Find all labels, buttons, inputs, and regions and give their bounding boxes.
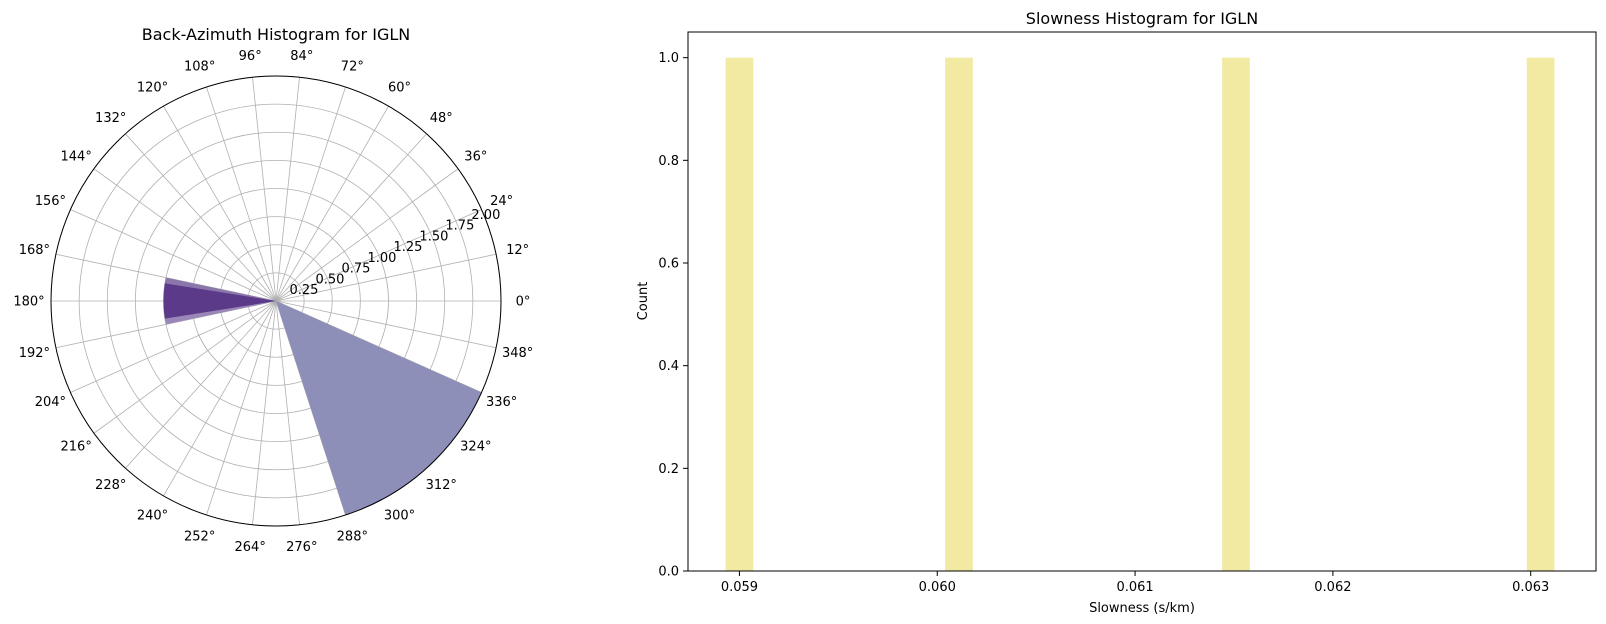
polar-radial-label: 1.50	[419, 229, 448, 244]
histogram-frame	[687, 31, 1597, 572]
polar-theta-label: 324°	[460, 440, 491, 455]
polar-grid-spoke	[252, 77, 277, 302]
polar-grid-spoke	[93, 300, 277, 434]
polar-grid-spoke	[275, 133, 427, 302]
polar-theta-label: 132°	[95, 111, 126, 126]
polar-theta-label: 84°	[290, 49, 313, 64]
polar-theta-label: 300°	[384, 508, 415, 523]
histogram-y-tick-label: 1.0	[658, 51, 679, 66]
polar-radial-label: 0.25	[290, 283, 319, 298]
polar-radial-label: 0.75	[341, 262, 370, 277]
histogram-y-tick-label: 0.8	[658, 154, 679, 169]
polar-grid-spoke	[275, 105, 389, 302]
polar-theta-label: 204°	[35, 395, 66, 410]
polar-grid-spoke	[93, 168, 277, 302]
polar-grid-spoke	[70, 209, 277, 302]
histogram-bar-3	[1526, 57, 1555, 571]
polar-theta-label: 120°	[137, 81, 168, 96]
histogram-y-tick-label: 0.6	[658, 257, 679, 272]
histogram-bar-1	[945, 57, 973, 571]
polar-theta-labels: 0° 12° 24° 36° 48° 60° 72° 84° 96° 108° 120° 132° 14…	[13, 49, 533, 555]
histogram-bars	[725, 57, 1555, 571]
polar-bars	[163, 277, 482, 515]
polar-theta-label: 336°	[486, 395, 517, 410]
polar-grid-spoke	[206, 86, 277, 302]
polar-radial-labels: 0.250.500.751.001.251.501.752.00	[290, 208, 501, 298]
polar-theta-label: 252°	[184, 529, 215, 544]
polar-theta-label: 180°	[13, 295, 44, 310]
polar-theta-label: 228°	[95, 478, 126, 493]
histogram-title: Slowness Histogram for IGLN	[1026, 9, 1258, 28]
polar-grid-spoke	[275, 77, 300, 302]
polar-radial-label: 1.25	[393, 240, 422, 255]
polar-radial-label: 2.00	[471, 208, 500, 223]
histogram-y-tick-label: 0.4	[658, 359, 679, 374]
polar-theta-label: 288°	[337, 529, 368, 544]
polar-radial-label: 1.00	[367, 251, 396, 266]
histogram-x-tick-label: 0.062	[1314, 580, 1351, 595]
polar-grid-spoke	[206, 300, 277, 516]
polar-theta-label: 60°	[388, 81, 411, 96]
histogram-bar-2	[1222, 57, 1250, 571]
polar-theta-label: 36°	[464, 149, 487, 164]
histogram-x-tick-label: 0.060	[919, 580, 956, 595]
polar-theta-label: 348°	[502, 346, 533, 361]
histogram-x-label: Slowness (s/km)	[1089, 601, 1195, 616]
polar-grid-spoke	[163, 105, 277, 302]
polar-grid-spoke	[163, 300, 277, 497]
polar-theta-label: 12°	[506, 243, 529, 258]
polar-theta-label: 276°	[286, 540, 317, 555]
polar-theta-label: 264°	[235, 540, 266, 555]
polar-grid-spoke	[125, 133, 277, 302]
polar-grid-spoke	[275, 209, 482, 302]
polar-theta-label: 108°	[184, 60, 215, 75]
polar-grid-spoke	[275, 300, 300, 525]
polar-theta-label: 48°	[430, 111, 453, 126]
histogram-y-tick-label: 0.0	[658, 565, 679, 580]
polar-theta-label: 240°	[137, 508, 168, 523]
polar-grid-spoke	[252, 300, 277, 525]
polar-frame	[50, 75, 502, 527]
polar-theta-label: 144°	[61, 149, 92, 164]
polar-theta-label: 0°	[516, 295, 531, 310]
polar-chart: Back-Azimuth Histogram for IGLN 0° 12° 24°…	[13, 25, 533, 555]
polar-grid-spoke	[275, 253, 497, 302]
polar-theta-label: 24°	[490, 194, 513, 209]
slowness-histogram: Slowness Histogram for IGLN 0.059 0.060 0.…	[636, 9, 1597, 616]
polar-chart-title: Back-Azimuth Histogram for IGLN	[142, 25, 410, 44]
polar-theta-label: 156°	[35, 194, 66, 209]
histogram-x-ticks: 0.059 0.060 0.061 0.062 0.063	[721, 571, 1549, 595]
polar-bar-2	[163, 283, 276, 319]
histogram-x-tick-label: 0.059	[721, 580, 758, 595]
polar-grid-spoke	[275, 86, 346, 302]
polar-grid-spoke	[125, 300, 277, 469]
histogram-x-tick-label: 0.063	[1512, 580, 1549, 595]
polar-grid-spoke	[275, 168, 459, 302]
histogram-y-tick-label: 0.2	[658, 462, 679, 477]
polar-theta-label: 192°	[19, 346, 50, 361]
histogram-y-label: Count	[636, 282, 651, 321]
polar-radial-label: 1.75	[445, 219, 474, 234]
polar-grid-spoke	[275, 300, 497, 349]
polar-theta-label: 216°	[61, 440, 92, 455]
polar-radial-label: 0.50	[315, 272, 344, 287]
polar-grid-spoke	[70, 300, 277, 393]
histogram-y-ticks: 0.0 0.2 0.4 0.6 0.8 1.0	[658, 51, 688, 580]
polar-theta-label: 168°	[19, 243, 50, 258]
histogram-x-tick-label: 0.061	[1116, 580, 1153, 595]
histogram-bar-0	[725, 57, 754, 571]
polar-bar-3	[276, 301, 482, 515]
polar-theta-label: 72°	[341, 60, 364, 75]
polar-theta-label: 312°	[426, 478, 457, 493]
polar-theta-label: 96°	[239, 49, 262, 64]
